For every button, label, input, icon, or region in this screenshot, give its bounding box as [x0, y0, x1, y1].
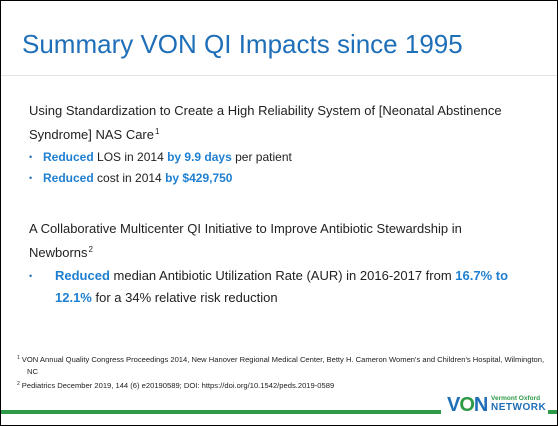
reference: 2 [88, 245, 93, 254]
bullet: Reduced cost in 2014 by $429,750 [29, 168, 529, 189]
text: cost in 2014 [93, 171, 166, 185]
emphasis: Reduced [43, 150, 94, 164]
title-rule [1, 75, 557, 76]
slide-title: Summary VON QI Impacts since 1995 [22, 29, 463, 59]
bullet-list: Reduced median Antibiotic Utilization Ra… [29, 265, 529, 309]
study-title-text: Using Standardization to Create a High R… [29, 103, 502, 142]
footnote: 1 VON Annual Quality Congress Proceedings… [17, 352, 547, 378]
bullet-list: Reduced LOS in 2014 by 9.9 days per pati… [29, 147, 529, 189]
reference: 1 [155, 127, 160, 136]
footnote-ref: 2 [17, 381, 20, 387]
footnote-ref: 1 [17, 355, 20, 361]
bullet: Reduced median Antibiotic Utilization Ra… [29, 265, 529, 309]
text: median Antibiotic Utilization Rate (AUR)… [109, 268, 456, 283]
emphasis: Reduced [43, 171, 94, 185]
footer-line [1, 410, 441, 414]
footnote-text: VON Annual Quality Congress Proceedings … [21, 355, 545, 376]
text: per patient [231, 150, 292, 164]
emphasis: by $429,750 [165, 171, 233, 185]
logo-mark: VON [447, 394, 488, 417]
footer-line [548, 410, 557, 414]
footnotes: 1 VON Annual Quality Congress Proceedings… [17, 352, 547, 392]
logo-letter: N [473, 394, 488, 416]
logo-line: Vermont Oxford [491, 395, 541, 402]
study: A Collaborative Multicenter QI Initiativ… [29, 218, 529, 309]
logo-letter: O [459, 394, 475, 416]
logo-line: NETWORK [491, 402, 547, 413]
emphasis: by 9.9 days [167, 150, 232, 164]
footnote-text: Pediatrics December 2019, 144 (6) e20190… [21, 381, 335, 390]
text: LOS in 2014 [93, 150, 168, 164]
study-title-text: A Collaborative Multicenter QI Initiativ… [29, 221, 462, 260]
emphasis: 16.7% to 12.1% [55, 268, 509, 305]
footnote: 2 Pediatrics December 2019, 144 (6) e2019… [17, 378, 547, 392]
emphasis: Reduced [55, 268, 110, 283]
logo: VON Vermont Oxford NETWORK [447, 394, 547, 417]
study: Using Standardization to Create a High R… [29, 100, 529, 189]
text: for a 34% relative risk reduction [91, 290, 278, 305]
study-title: A Collaborative Multicenter QI Initiativ… [29, 218, 529, 263]
logo-letter: V [447, 394, 460, 416]
study-title: Using Standardization to Create a High R… [29, 100, 529, 145]
bullet: Reduced LOS in 2014 by 9.9 days per pati… [29, 147, 529, 168]
